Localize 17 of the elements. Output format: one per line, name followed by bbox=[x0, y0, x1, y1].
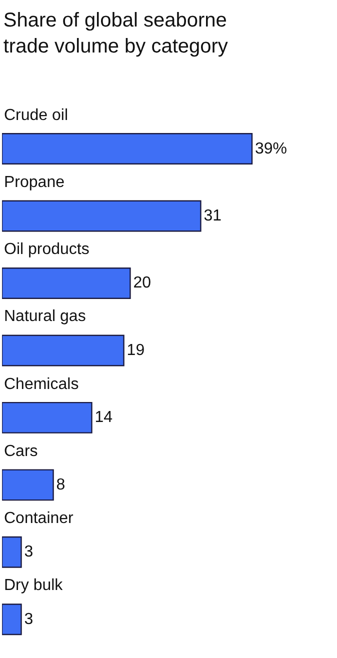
data-label: 3 bbox=[24, 544, 34, 561]
chart-title: Share of global seaborne trade volume by category bbox=[3, 9, 228, 58]
y-tick-label: Natural gas bbox=[4, 308, 86, 325]
data-label: 20 bbox=[133, 274, 152, 292]
y-tick-label: Oil products bbox=[4, 241, 90, 258]
data-label: 31 bbox=[204, 208, 222, 225]
y-tick-label: Crude oil bbox=[4, 107, 68, 124]
data-label: 8 bbox=[56, 476, 66, 494]
data-label: 19 bbox=[126, 342, 145, 359]
y-tick-label: Chemicals bbox=[4, 376, 79, 393]
y-tick-label: Cars bbox=[4, 443, 38, 460]
y-tick-label: Container bbox=[4, 510, 74, 527]
y-tick-label: Propane bbox=[4, 174, 65, 191]
data-label: 39% bbox=[255, 140, 288, 158]
y-tick-label: Dry bulk bbox=[4, 577, 64, 594]
data-label: 14 bbox=[94, 409, 113, 426]
data-label: 3 bbox=[24, 610, 34, 628]
